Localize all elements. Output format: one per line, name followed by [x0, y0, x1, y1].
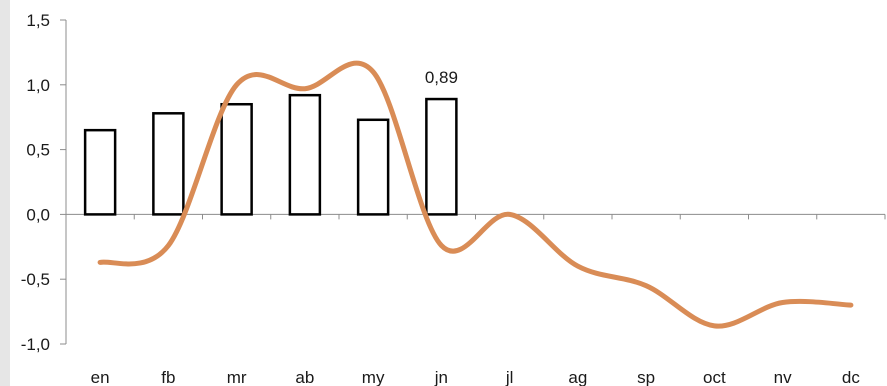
x-tick-label: jl — [505, 368, 514, 386]
y-tick-label: -0,5 — [21, 270, 50, 289]
bar-fb — [152, 112, 185, 216]
x-tick-label: dc — [842, 368, 860, 386]
y-tick-label: 1,5 — [26, 11, 50, 30]
x-tick-label: jn — [434, 368, 448, 386]
bar-ab — [288, 93, 322, 216]
bar-my — [356, 118, 390, 216]
y-tick-label: 0,0 — [26, 205, 50, 224]
x-tick-label: nv — [774, 368, 792, 386]
bar-en — [83, 128, 117, 216]
data-label-jn: 0,89 — [425, 68, 458, 87]
y-tick-label: 1,0 — [26, 76, 50, 95]
left-margin-strip — [0, 0, 10, 386]
x-tick-label: ag — [568, 368, 587, 386]
x-tick-label: en — [91, 368, 110, 386]
x-tick-label: sp — [637, 368, 655, 386]
bar-jn — [425, 97, 458, 216]
x-tick-label: oct — [703, 368, 726, 386]
bar-mr — [220, 102, 253, 216]
x-tick-label: ab — [295, 368, 314, 386]
y-tick-label: 0,5 — [26, 141, 50, 160]
x-tick-label: fb — [161, 368, 175, 386]
y-tick-label: -1,0 — [21, 335, 50, 354]
x-tick-label: mr — [227, 368, 247, 386]
line-series — [97, 60, 854, 329]
x-tick-label: my — [362, 368, 385, 386]
